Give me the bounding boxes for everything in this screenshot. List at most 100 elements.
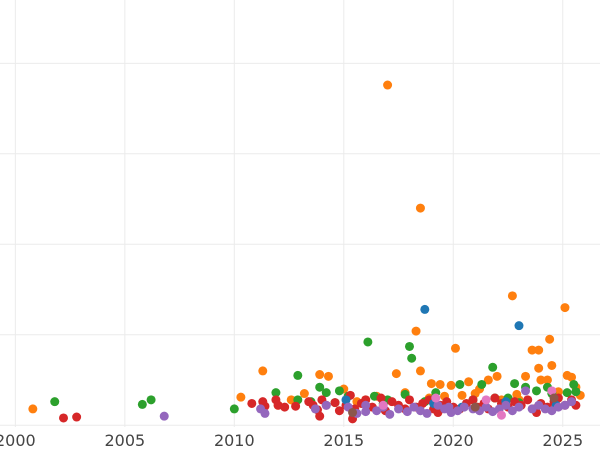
data-points	[28, 80, 585, 424]
data-point	[50, 397, 60, 407]
x-axis-tick-labels: 2000 2005 2010 2015 2020 2025	[0, 431, 583, 450]
data-point	[72, 412, 82, 422]
data-point	[280, 402, 290, 412]
data-point	[418, 398, 428, 408]
data-point	[409, 402, 419, 412]
data-point	[514, 402, 524, 412]
data-point	[258, 366, 268, 376]
data-point	[527, 404, 537, 414]
data-point	[411, 326, 421, 336]
data-point	[545, 334, 555, 344]
data-point	[236, 392, 246, 402]
data-point	[159, 411, 169, 421]
data-point	[315, 382, 325, 392]
data-point	[560, 303, 570, 313]
data-point	[534, 363, 544, 373]
data-point	[433, 400, 443, 410]
data-point	[334, 406, 344, 416]
data-point	[260, 408, 270, 418]
x-tick-label: 2005	[104, 431, 145, 450]
data-point	[571, 387, 581, 397]
data-point	[291, 401, 301, 411]
data-point	[299, 389, 309, 399]
data-point	[422, 408, 432, 418]
data-point	[341, 395, 351, 405]
data-point	[330, 398, 340, 408]
data-point	[510, 379, 520, 389]
data-point	[507, 406, 517, 416]
data-point	[490, 393, 500, 403]
data-point	[468, 395, 478, 405]
data-point	[293, 370, 303, 380]
data-point	[431, 393, 441, 403]
data-point	[521, 386, 531, 396]
data-point	[420, 304, 430, 314]
data-point	[527, 345, 537, 355]
data-point	[492, 371, 502, 381]
data-point	[321, 400, 331, 410]
data-point	[457, 390, 467, 400]
data-point	[361, 400, 371, 410]
data-point	[372, 406, 382, 416]
data-point	[394, 404, 404, 414]
data-point	[560, 400, 570, 410]
horizontal-gridlines	[0, 62, 600, 426]
data-point	[402, 407, 412, 417]
data-point	[470, 402, 480, 412]
data-point	[28, 404, 38, 414]
data-point	[523, 395, 533, 405]
data-point	[415, 366, 425, 376]
data-point	[310, 404, 320, 414]
data-point	[567, 397, 577, 407]
data-point	[137, 399, 147, 409]
data-point	[547, 386, 557, 396]
x-tick-label: 2000	[0, 431, 36, 450]
data-point	[569, 379, 579, 389]
data-point	[391, 369, 401, 379]
data-point	[455, 379, 465, 389]
data-point	[507, 291, 517, 301]
data-point	[361, 407, 371, 417]
data-point	[496, 410, 506, 420]
data-point	[459, 402, 469, 412]
data-point	[450, 343, 460, 353]
data-point	[433, 408, 443, 418]
x-tick-label: 2015	[323, 431, 364, 450]
data-point	[247, 398, 257, 408]
data-point	[404, 341, 414, 351]
data-point	[531, 386, 541, 396]
data-point	[435, 379, 445, 389]
data-point	[549, 393, 559, 403]
data-point	[271, 388, 281, 398]
data-point	[453, 406, 463, 416]
data-point	[444, 402, 454, 412]
data-point	[415, 203, 425, 213]
data-point	[315, 370, 325, 380]
data-point	[501, 400, 511, 410]
data-point	[481, 402, 491, 412]
data-point	[321, 388, 331, 398]
data-point	[483, 375, 493, 385]
data-point	[477, 379, 487, 389]
data-point	[387, 397, 397, 407]
data-point	[404, 395, 414, 405]
data-point	[464, 377, 474, 387]
data-point	[488, 362, 498, 372]
x-tick-label: 2020	[433, 431, 474, 450]
data-point	[547, 360, 557, 370]
data-point	[348, 408, 358, 418]
data-point	[536, 375, 546, 385]
data-point	[376, 393, 386, 403]
data-point	[547, 406, 557, 416]
data-point	[534, 400, 544, 410]
data-point	[521, 371, 531, 381]
data-point	[363, 337, 373, 347]
x-tick-label: 2010	[214, 431, 255, 450]
data-point	[385, 409, 395, 419]
x-tick-label: 2025	[542, 431, 583, 450]
data-point	[426, 379, 436, 389]
vertical-gridlines	[14, 0, 564, 427]
data-point	[407, 353, 417, 363]
data-point	[567, 372, 577, 382]
